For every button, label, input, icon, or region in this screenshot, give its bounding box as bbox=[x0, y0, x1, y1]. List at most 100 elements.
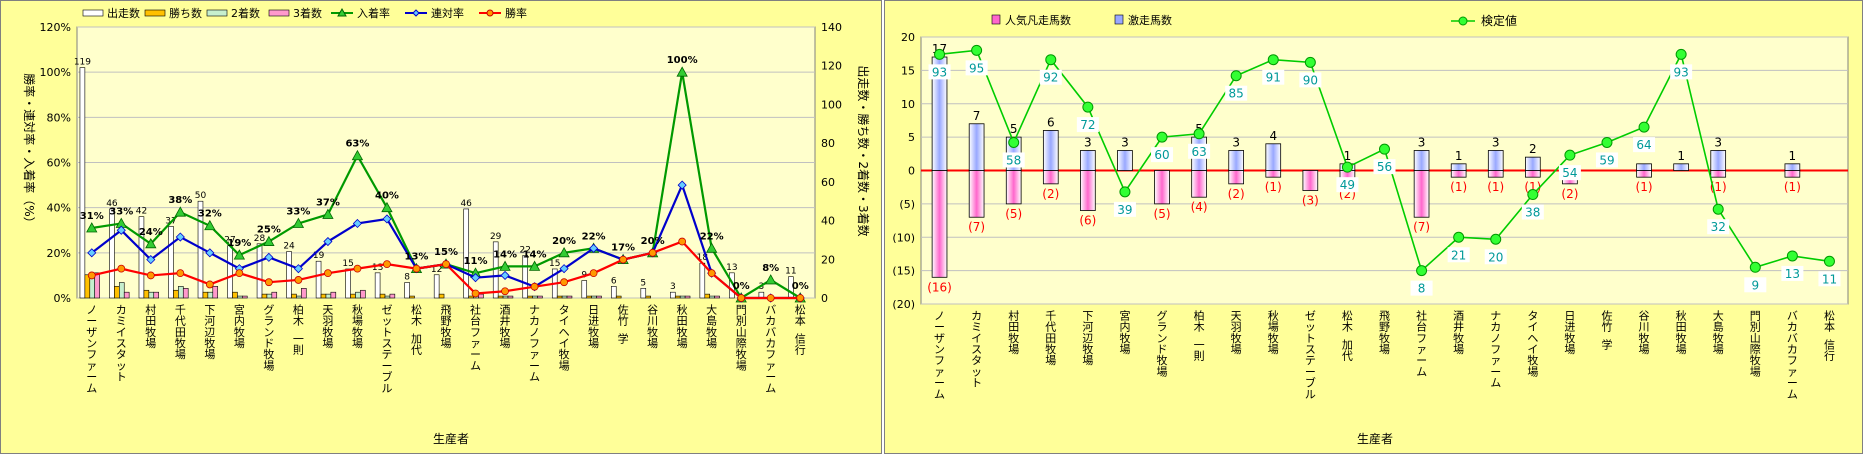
x-tick-label: 佐竹学 bbox=[618, 302, 629, 345]
marker-検定値 bbox=[1082, 101, 1094, 113]
bar-激走馬数 bbox=[1710, 150, 1727, 171]
bar-value-label: 50 bbox=[195, 191, 207, 201]
line-label-bg bbox=[1299, 72, 1322, 88]
bar-出走数 bbox=[315, 260, 322, 299]
bar-出走数 bbox=[699, 262, 706, 299]
bar-出走数 bbox=[345, 268, 351, 299]
svg-text:則: 則 bbox=[293, 344, 304, 357]
marker-入着率 bbox=[174, 206, 186, 217]
svg-text:松: 松 bbox=[411, 302, 422, 316]
svg-text:牧: 牧 bbox=[145, 325, 156, 339]
marker-勝率 bbox=[589, 269, 598, 278]
bar-3着数 bbox=[389, 293, 396, 299]
svg-text:ス: ス bbox=[971, 343, 982, 356]
svg-text:羽: 羽 bbox=[322, 315, 333, 328]
svg-text:ァ: ァ bbox=[86, 359, 97, 372]
svg-text:千: 千 bbox=[175, 303, 186, 316]
marker-勝率 bbox=[648, 248, 657, 257]
svg-text:ブ: ブ bbox=[381, 370, 392, 384]
line-label-bg bbox=[1781, 265, 1804, 281]
positive-count-label: 3 bbox=[1232, 135, 1240, 149]
svg-text:ン: ン bbox=[263, 326, 274, 339]
bar-人気凡走馬数 bbox=[1228, 170, 1244, 185]
line-value-label: 56 bbox=[1377, 160, 1392, 174]
marker-検定値 bbox=[1379, 143, 1390, 155]
marker-勝率 bbox=[619, 255, 628, 264]
svg-text:ド: ド bbox=[1157, 343, 1168, 356]
bar-value-label: 6 bbox=[611, 276, 617, 286]
bar-2着数 bbox=[119, 282, 125, 299]
svg-text:社: 社 bbox=[1416, 308, 1427, 322]
positive-count-label: 3 bbox=[1492, 135, 1500, 149]
bar-勝ち数 bbox=[320, 293, 327, 299]
left-y-tick-label: 120% bbox=[40, 21, 71, 34]
marker-連対率 bbox=[677, 180, 687, 190]
entry-rate-label: 15% bbox=[434, 247, 458, 258]
svg-text:ー: ー bbox=[86, 315, 97, 328]
bar-2着数 bbox=[679, 295, 686, 299]
bar-人気凡走馬数 bbox=[1487, 170, 1504, 178]
bar-勝ち数 bbox=[261, 293, 268, 299]
svg-text:飛: 飛 bbox=[441, 303, 452, 316]
bar-激走馬数 bbox=[1525, 156, 1541, 171]
svg-text:信: 信 bbox=[1824, 338, 1835, 351]
legend-swatch-勝ち数 bbox=[144, 9, 166, 17]
marker-入着率 bbox=[351, 149, 364, 161]
bar-人気凡走馬数 bbox=[1005, 170, 1022, 205]
svg-text:ト: ト bbox=[381, 326, 392, 339]
line-label-bg bbox=[1188, 143, 1211, 159]
svg-text:千: 千 bbox=[1045, 309, 1056, 322]
svg-text:天: 天 bbox=[1231, 309, 1242, 322]
bar-value-label: 22 bbox=[519, 245, 530, 255]
line-label-bg bbox=[1521, 204, 1544, 220]
marker-勝率 bbox=[442, 260, 450, 269]
svg-text:宮: 宮 bbox=[1119, 308, 1130, 322]
svg-text:牧: 牧 bbox=[204, 336, 215, 350]
marker-連対率 bbox=[589, 243, 599, 253]
right-y-tick-label: 120 bbox=[821, 60, 842, 73]
svg-text:バ: バ bbox=[765, 303, 776, 316]
bar-激走馬数 bbox=[1450, 163, 1467, 171]
entry-rate-label: 37% bbox=[316, 197, 340, 208]
entry-rate-label: 100% bbox=[667, 55, 698, 66]
left-y-axis-label: 勝率・連対率・入着率（%） bbox=[22, 73, 37, 228]
legend-swatch-激走馬数 bbox=[1114, 14, 1124, 25]
svg-text:代: 代 bbox=[1342, 350, 1353, 363]
marker-検定値 bbox=[971, 44, 983, 56]
bar-3着数 bbox=[94, 272, 100, 299]
marker-入着率 bbox=[558, 247, 570, 258]
bar-勝ち数 bbox=[202, 291, 209, 299]
negative-count-label: (5) bbox=[1005, 207, 1022, 221]
bar-出走数 bbox=[138, 216, 145, 299]
marker-入着率 bbox=[145, 237, 157, 249]
svg-text:ル: ル bbox=[381, 382, 392, 395]
svg-text:天: 天 bbox=[322, 303, 333, 316]
positive-count-label: 6 bbox=[1047, 115, 1055, 129]
svg-text:ー: ー bbox=[1416, 354, 1427, 367]
bar-2着数 bbox=[325, 293, 332, 299]
y-tick-label: 0 bbox=[908, 165, 915, 178]
bar-出走数 bbox=[256, 243, 263, 299]
marker-検定値 bbox=[1156, 131, 1168, 143]
svg-text:牧: 牧 bbox=[441, 325, 452, 339]
svg-text:場: 場 bbox=[1453, 343, 1464, 356]
marker-入着率 bbox=[676, 66, 688, 77]
svg-text:ノ: ノ bbox=[1490, 332, 1501, 345]
bar-2着数 bbox=[237, 295, 243, 299]
svg-text:秋: 秋 bbox=[677, 302, 688, 316]
line-label-bg bbox=[1225, 85, 1248, 101]
bar-激走馬数 bbox=[968, 123, 985, 171]
svg-text:門: 門 bbox=[736, 303, 747, 316]
svg-text:イ: イ bbox=[1527, 321, 1538, 334]
entry-rate-label: 0% bbox=[733, 281, 750, 292]
line-label-bg bbox=[1151, 147, 1174, 163]
svg-text:牧: 牧 bbox=[352, 325, 363, 339]
svg-text:ヘ: ヘ bbox=[559, 326, 570, 339]
svg-text:代: 代 bbox=[175, 315, 186, 328]
svg-text:ァ: ァ bbox=[529, 348, 540, 361]
